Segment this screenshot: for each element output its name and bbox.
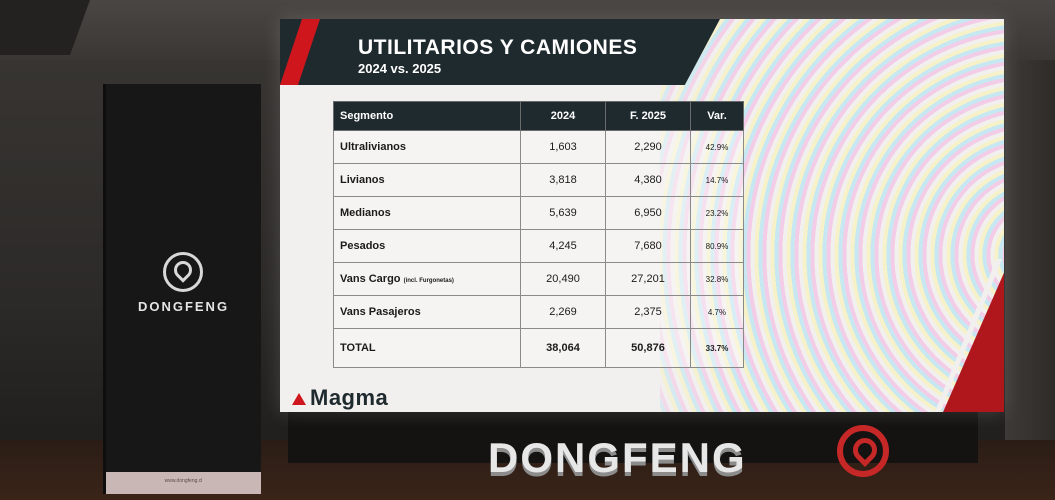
segment-table: Segmento 2024 F. 2025 Var. Ultralivianos… bbox=[333, 101, 744, 368]
variation-cell: 4.7% bbox=[690, 295, 744, 329]
value-2024-cell: 3,818 bbox=[520, 163, 606, 197]
variation-cell: 42.9% bbox=[690, 130, 744, 164]
magma-logo-icon bbox=[292, 393, 306, 405]
variation-cell: 32.8% bbox=[690, 262, 744, 296]
segment-label: Vans Cargo bbox=[340, 273, 401, 285]
value-2024-cell: 4,245 bbox=[520, 229, 606, 263]
table-header-row: Segmento 2024 F. 2025 Var. bbox=[333, 101, 744, 131]
slide-header: UTILITARIOS Y CAMIONES 2024 vs. 2025 bbox=[280, 19, 720, 85]
variation-cell: 80.9% bbox=[690, 229, 744, 263]
total-f2025-cell: 50,876 bbox=[605, 328, 691, 368]
segment-note: (incl. Furgonetas) bbox=[403, 278, 454, 284]
col-header-2024: 2024 bbox=[520, 101, 606, 131]
total-variation-cell: 33.7% bbox=[690, 328, 744, 368]
table-total-row: TOTAL 38,064 50,876 33.7% bbox=[333, 328, 744, 368]
magma-brand: Magma bbox=[310, 385, 389, 410]
table-row: Vans Pasajeros 2,269 2,375 4.7% bbox=[333, 295, 744, 329]
value-2024-cell: 1,603 bbox=[520, 130, 606, 164]
segment-cell: Ultralivianos bbox=[333, 130, 521, 164]
wall bbox=[1005, 60, 1055, 440]
table-row: Livianos 3,818 4,380 14.7% bbox=[333, 163, 744, 197]
rollup-banner: DONGFENG www.dongfeng.cl bbox=[103, 84, 261, 494]
variation-cell: 14.7% bbox=[690, 163, 744, 197]
value-f2025-cell: 4,380 bbox=[605, 163, 691, 197]
total-2024-cell: 38,064 bbox=[520, 328, 606, 368]
table-row: Ultralivianos 1,603 2,290 42.9% bbox=[333, 130, 744, 164]
value-f2025-cell: 27,201 bbox=[605, 262, 691, 296]
value-2024-cell: 20,490 bbox=[520, 262, 606, 296]
slide-title: UTILITARIOS Y CAMIONES bbox=[358, 36, 638, 59]
banner-brand: DONGFENG bbox=[137, 299, 230, 314]
dongfeng-logo-icon bbox=[837, 425, 889, 477]
segment-cell: Medianos bbox=[333, 196, 521, 230]
value-f2025-cell: 2,375 bbox=[605, 295, 691, 329]
table-row: Medianos 5,639 6,950 23.2% bbox=[333, 196, 744, 230]
segment-cell: Livianos bbox=[333, 163, 521, 197]
header-red-stripe bbox=[280, 19, 320, 85]
slide-subtitle: 2024 vs. 2025 bbox=[358, 61, 442, 76]
segment-cell: Vans Cargo (incl. Furgonetas) bbox=[333, 262, 521, 296]
led-screen: UTILITARIOS Y CAMIONES 2024 vs. 2025 Seg… bbox=[280, 19, 1004, 412]
value-f2025-cell: 7,680 bbox=[605, 229, 691, 263]
segment-cell: Vans Pasajeros bbox=[333, 295, 521, 329]
floor-brand-letters: DONGFENG bbox=[488, 434, 747, 481]
banner-footer: www.dongfeng.cl bbox=[106, 472, 261, 494]
table-row: Pesados 4,245 7,680 80.9% bbox=[333, 229, 744, 263]
col-header-var: Var. bbox=[690, 101, 744, 131]
banner-url: www.dongfeng.cl bbox=[164, 478, 203, 484]
total-label-cell: TOTAL bbox=[333, 328, 521, 368]
col-header-segmento: Segmento bbox=[333, 101, 521, 131]
col-header-f2025: F. 2025 bbox=[605, 101, 691, 131]
value-2024-cell: 5,639 bbox=[520, 196, 606, 230]
value-2024-cell: 2,269 bbox=[520, 295, 606, 329]
segment-cell: Pesados bbox=[333, 229, 521, 263]
dongfeng-logo-icon bbox=[163, 252, 203, 292]
variation-cell: 23.2% bbox=[690, 196, 744, 230]
value-f2025-cell: 2,290 bbox=[605, 130, 691, 164]
value-f2025-cell: 6,950 bbox=[605, 196, 691, 230]
table-row: Vans Cargo (incl. Furgonetas) 20,490 27,… bbox=[333, 262, 744, 296]
